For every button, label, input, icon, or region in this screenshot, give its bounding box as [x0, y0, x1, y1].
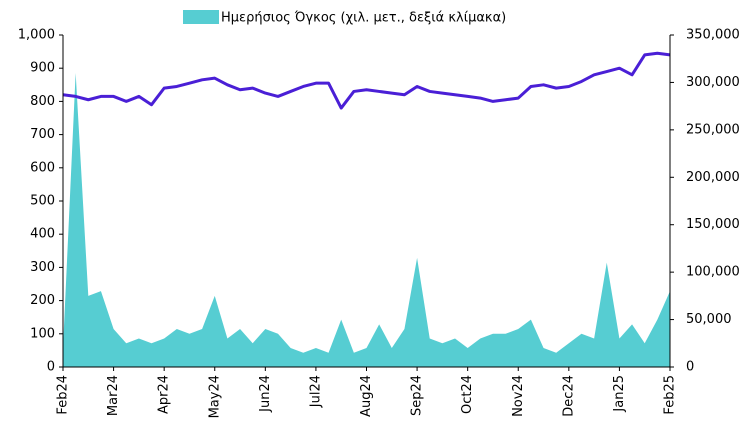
- y2-tick-label: 150,000: [686, 217, 740, 232]
- x-tick-label: May24: [207, 375, 222, 418]
- y-tick-label: 1,000: [18, 28, 55, 43]
- y-tick-label: 400: [30, 227, 55, 242]
- y-tick-label: 0: [47, 360, 55, 375]
- y-tick-label: 300: [30, 260, 55, 275]
- x-tick-label: Apr24: [157, 375, 172, 414]
- y2-tick-label: 100,000: [686, 265, 740, 280]
- y2-tick-label: 50,000: [686, 312, 732, 327]
- x-tick-label: Dec24: [561, 375, 576, 417]
- y-tick-label: 200: [30, 293, 55, 308]
- x-tick-label: Jul24: [308, 375, 323, 408]
- x-tick-label: Feb24: [56, 375, 71, 415]
- x-tick-label: Mar24: [106, 375, 121, 416]
- x-tick-label: Jan25: [612, 375, 627, 413]
- index-line: [62, 51, 671, 110]
- x-tick-label: Aug24: [359, 375, 374, 417]
- y-tick-label: 600: [30, 160, 55, 175]
- y2-tick-label: 0: [686, 360, 694, 375]
- x-tick-label: Oct24: [460, 375, 475, 414]
- y-tick-label: 900: [30, 61, 55, 76]
- y-tick-label: 800: [30, 94, 55, 109]
- y2-tick-label: 350,000: [686, 28, 740, 43]
- y2-tick-label: 250,000: [686, 122, 740, 137]
- y-tick-label: 500: [30, 194, 55, 209]
- legend-swatch: [183, 10, 219, 24]
- y2-tick-label: 200,000: [686, 170, 740, 185]
- y2-tick-label: 300,000: [686, 75, 740, 90]
- legend-label: Ημερήσιος Όγκος (χιλ. μετ., δεξιά κλίμακ…: [221, 11, 506, 26]
- x-tick-label: Feb25: [663, 375, 678, 415]
- volume-area: [63, 72, 670, 367]
- x-tick-label: Jun24: [258, 375, 273, 413]
- y-tick-label: 700: [30, 127, 55, 142]
- y-tick-label: 100: [30, 326, 55, 341]
- x-tick-label: Sep24: [410, 375, 425, 416]
- x-tick-label: Nov24: [511, 375, 526, 417]
